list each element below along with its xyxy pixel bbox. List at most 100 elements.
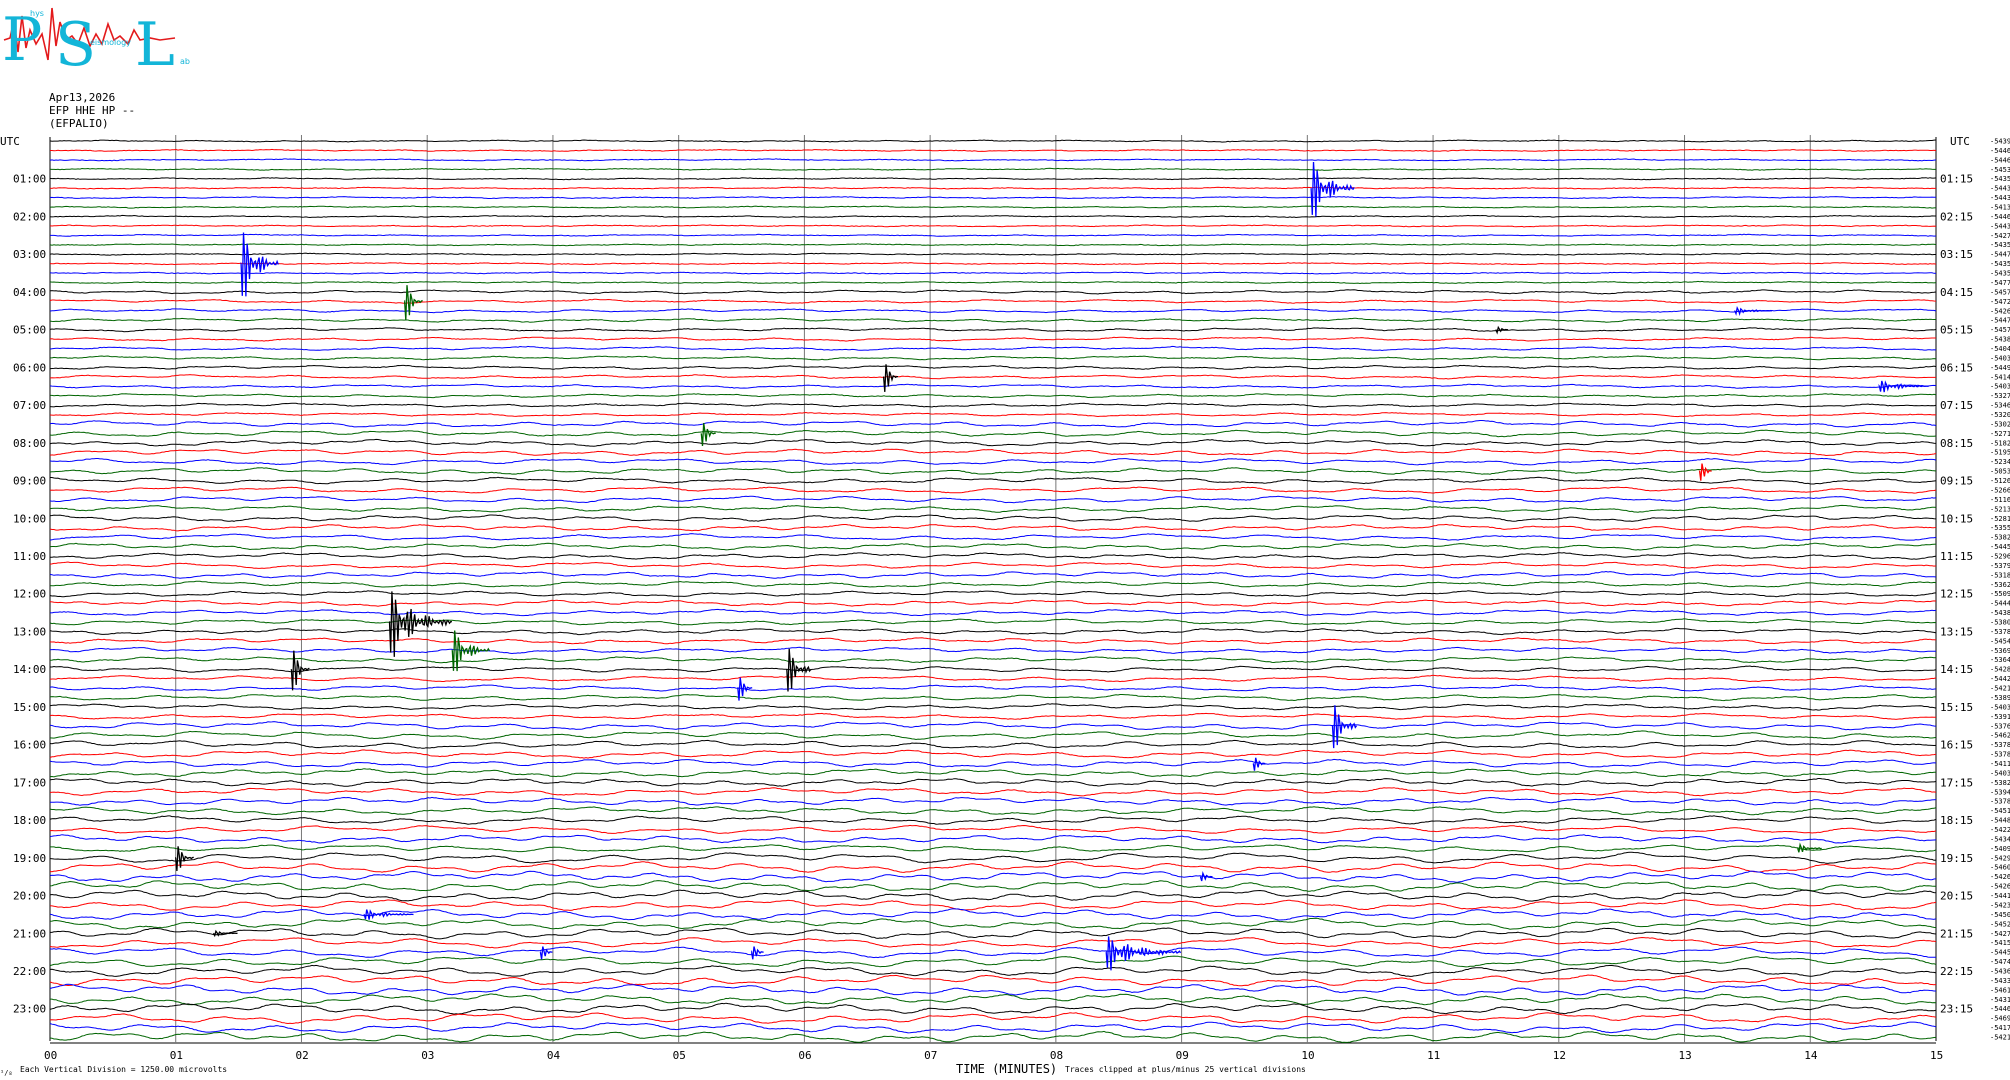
row-offset-label: -5426 <box>1990 873 2010 881</box>
trace-line <box>49 205 1937 209</box>
trace-line <box>49 851 1937 864</box>
trace-line <box>50 148 1937 152</box>
trace-line <box>49 983 1936 996</box>
hour-label-right: 22:15 <box>1940 965 1973 978</box>
hour-label-left: 03:00 <box>13 248 46 261</box>
trace-line <box>49 880 1937 892</box>
hour-label-right: 12:15 <box>1940 588 1973 601</box>
time-tick-label: 02 <box>295 1049 308 1062</box>
row-offset-label: -5404 <box>1990 345 2010 353</box>
trace-line <box>49 317 1936 323</box>
row-offset-label: -5413 <box>1990 204 2010 212</box>
row-offset-label: -5436 <box>1990 967 2010 975</box>
row-offset-label: -5469 <box>1990 1015 2010 1023</box>
row-offset-label: -5472 <box>1990 298 2010 306</box>
row-offset-label: -5451 <box>1990 807 2010 815</box>
event-waveform <box>882 364 898 392</box>
row-offset-label: -5415 <box>1990 939 2010 947</box>
row-offset-label: -5126 <box>1990 477 2010 485</box>
event-waveform <box>1199 870 1213 882</box>
row-offset-label: -5426 <box>1990 883 2010 891</box>
row-offset-label: -5417 <box>1990 1024 2010 1032</box>
trace-line <box>49 280 1937 285</box>
row-offset-label: -5116 <box>1990 496 2010 504</box>
utc-label-right: UTC <box>1950 135 1970 148</box>
trace-line <box>49 1030 1937 1043</box>
trace-line <box>49 703 1937 711</box>
event-waveform <box>750 946 764 960</box>
row-offset-label: -5281 <box>1990 515 2010 523</box>
trace-line <box>49 308 1937 314</box>
time-tick-label: 03 <box>421 1049 434 1062</box>
time-tick-label: 06 <box>798 1049 811 1062</box>
row-offset-label: -5448 <box>1990 817 2010 825</box>
time-tick-label: 00 <box>44 1049 57 1062</box>
trace-line <box>49 590 1937 598</box>
row-offset-label: -5441 <box>1990 892 2010 900</box>
trace-line <box>49 438 1937 447</box>
hour-label-left: 16:00 <box>13 739 46 752</box>
row-offset-label: -5435 <box>1990 270 2010 278</box>
trace-line <box>49 336 1936 342</box>
event-waveform <box>1495 325 1508 335</box>
trace-line <box>49 749 1937 759</box>
row-offset-label: -5318 <box>1990 571 2010 579</box>
time-tick-label: 15 <box>1930 1049 1943 1062</box>
trace-line <box>49 243 1937 247</box>
row-offset-label: -5445 <box>1990 543 2010 551</box>
trace-line <box>49 580 1937 588</box>
trace-line <box>49 186 1936 190</box>
trace-line <box>49 834 1937 844</box>
time-tick-label: 01 <box>170 1049 183 1062</box>
trace-line <box>49 542 1937 551</box>
trace-line <box>49 289 1937 295</box>
event-waveform <box>1734 305 1773 316</box>
logo-letter-s: S <box>55 10 96 80</box>
trace-line <box>49 899 1937 911</box>
row-offset-label: -5380 <box>1990 619 2010 627</box>
row-offset-label: -5461 <box>1990 986 2010 994</box>
event-waveform <box>212 929 238 938</box>
hour-label-left: 18:00 <box>13 814 46 827</box>
trace-line <box>49 158 1937 162</box>
trace-line <box>49 674 1937 683</box>
event-waveform <box>290 650 310 691</box>
trace-line <box>49 429 1937 438</box>
trace-line <box>49 627 1937 636</box>
trace-line <box>49 712 1936 720</box>
logo-text-hys: hys <box>30 9 44 18</box>
time-tick-label: 11 <box>1427 1049 1440 1062</box>
event-waveform <box>1105 936 1182 971</box>
row-offset-label: -5346 <box>1990 402 2010 410</box>
trace-line <box>49 946 1937 959</box>
trace-line <box>49 815 1937 825</box>
trace-line <box>49 345 1937 352</box>
row-offset-label: -5234 <box>1990 458 2010 466</box>
station-name: (EFPALIO) <box>49 117 109 130</box>
hour-label-right: 19:15 <box>1940 852 1973 865</box>
time-tick-label: 10 <box>1301 1049 1314 1062</box>
trace-line <box>49 964 1937 977</box>
trace-line <box>49 758 1937 768</box>
trace-line <box>49 523 1937 532</box>
trace-line <box>49 1002 1937 1015</box>
hour-label-left: 05:00 <box>13 324 46 337</box>
hour-label-right: 06:15 <box>1940 361 1973 374</box>
row-offset-label: -5213 <box>1990 505 2010 513</box>
trace-line <box>49 870 1937 883</box>
row-offset-label: -5421 <box>1990 685 2010 693</box>
row-offset-label: -5355 <box>1990 524 2010 532</box>
trace-line <box>49 806 1937 816</box>
trace-line <box>49 570 1937 579</box>
event-waveform <box>1310 161 1355 217</box>
event-waveform <box>1797 842 1822 853</box>
row-offset-label: -5452 <box>1990 920 2010 928</box>
event-waveform <box>240 232 279 297</box>
hour-label-left: 01:00 <box>13 173 46 186</box>
trace-line <box>50 844 1937 853</box>
row-offset-label: -5389 <box>1990 694 2010 702</box>
hour-label-right: 15:15 <box>1940 701 1973 714</box>
row-offset-label: -5378 <box>1990 628 2010 636</box>
hour-label-right: 09:15 <box>1940 475 1973 488</box>
